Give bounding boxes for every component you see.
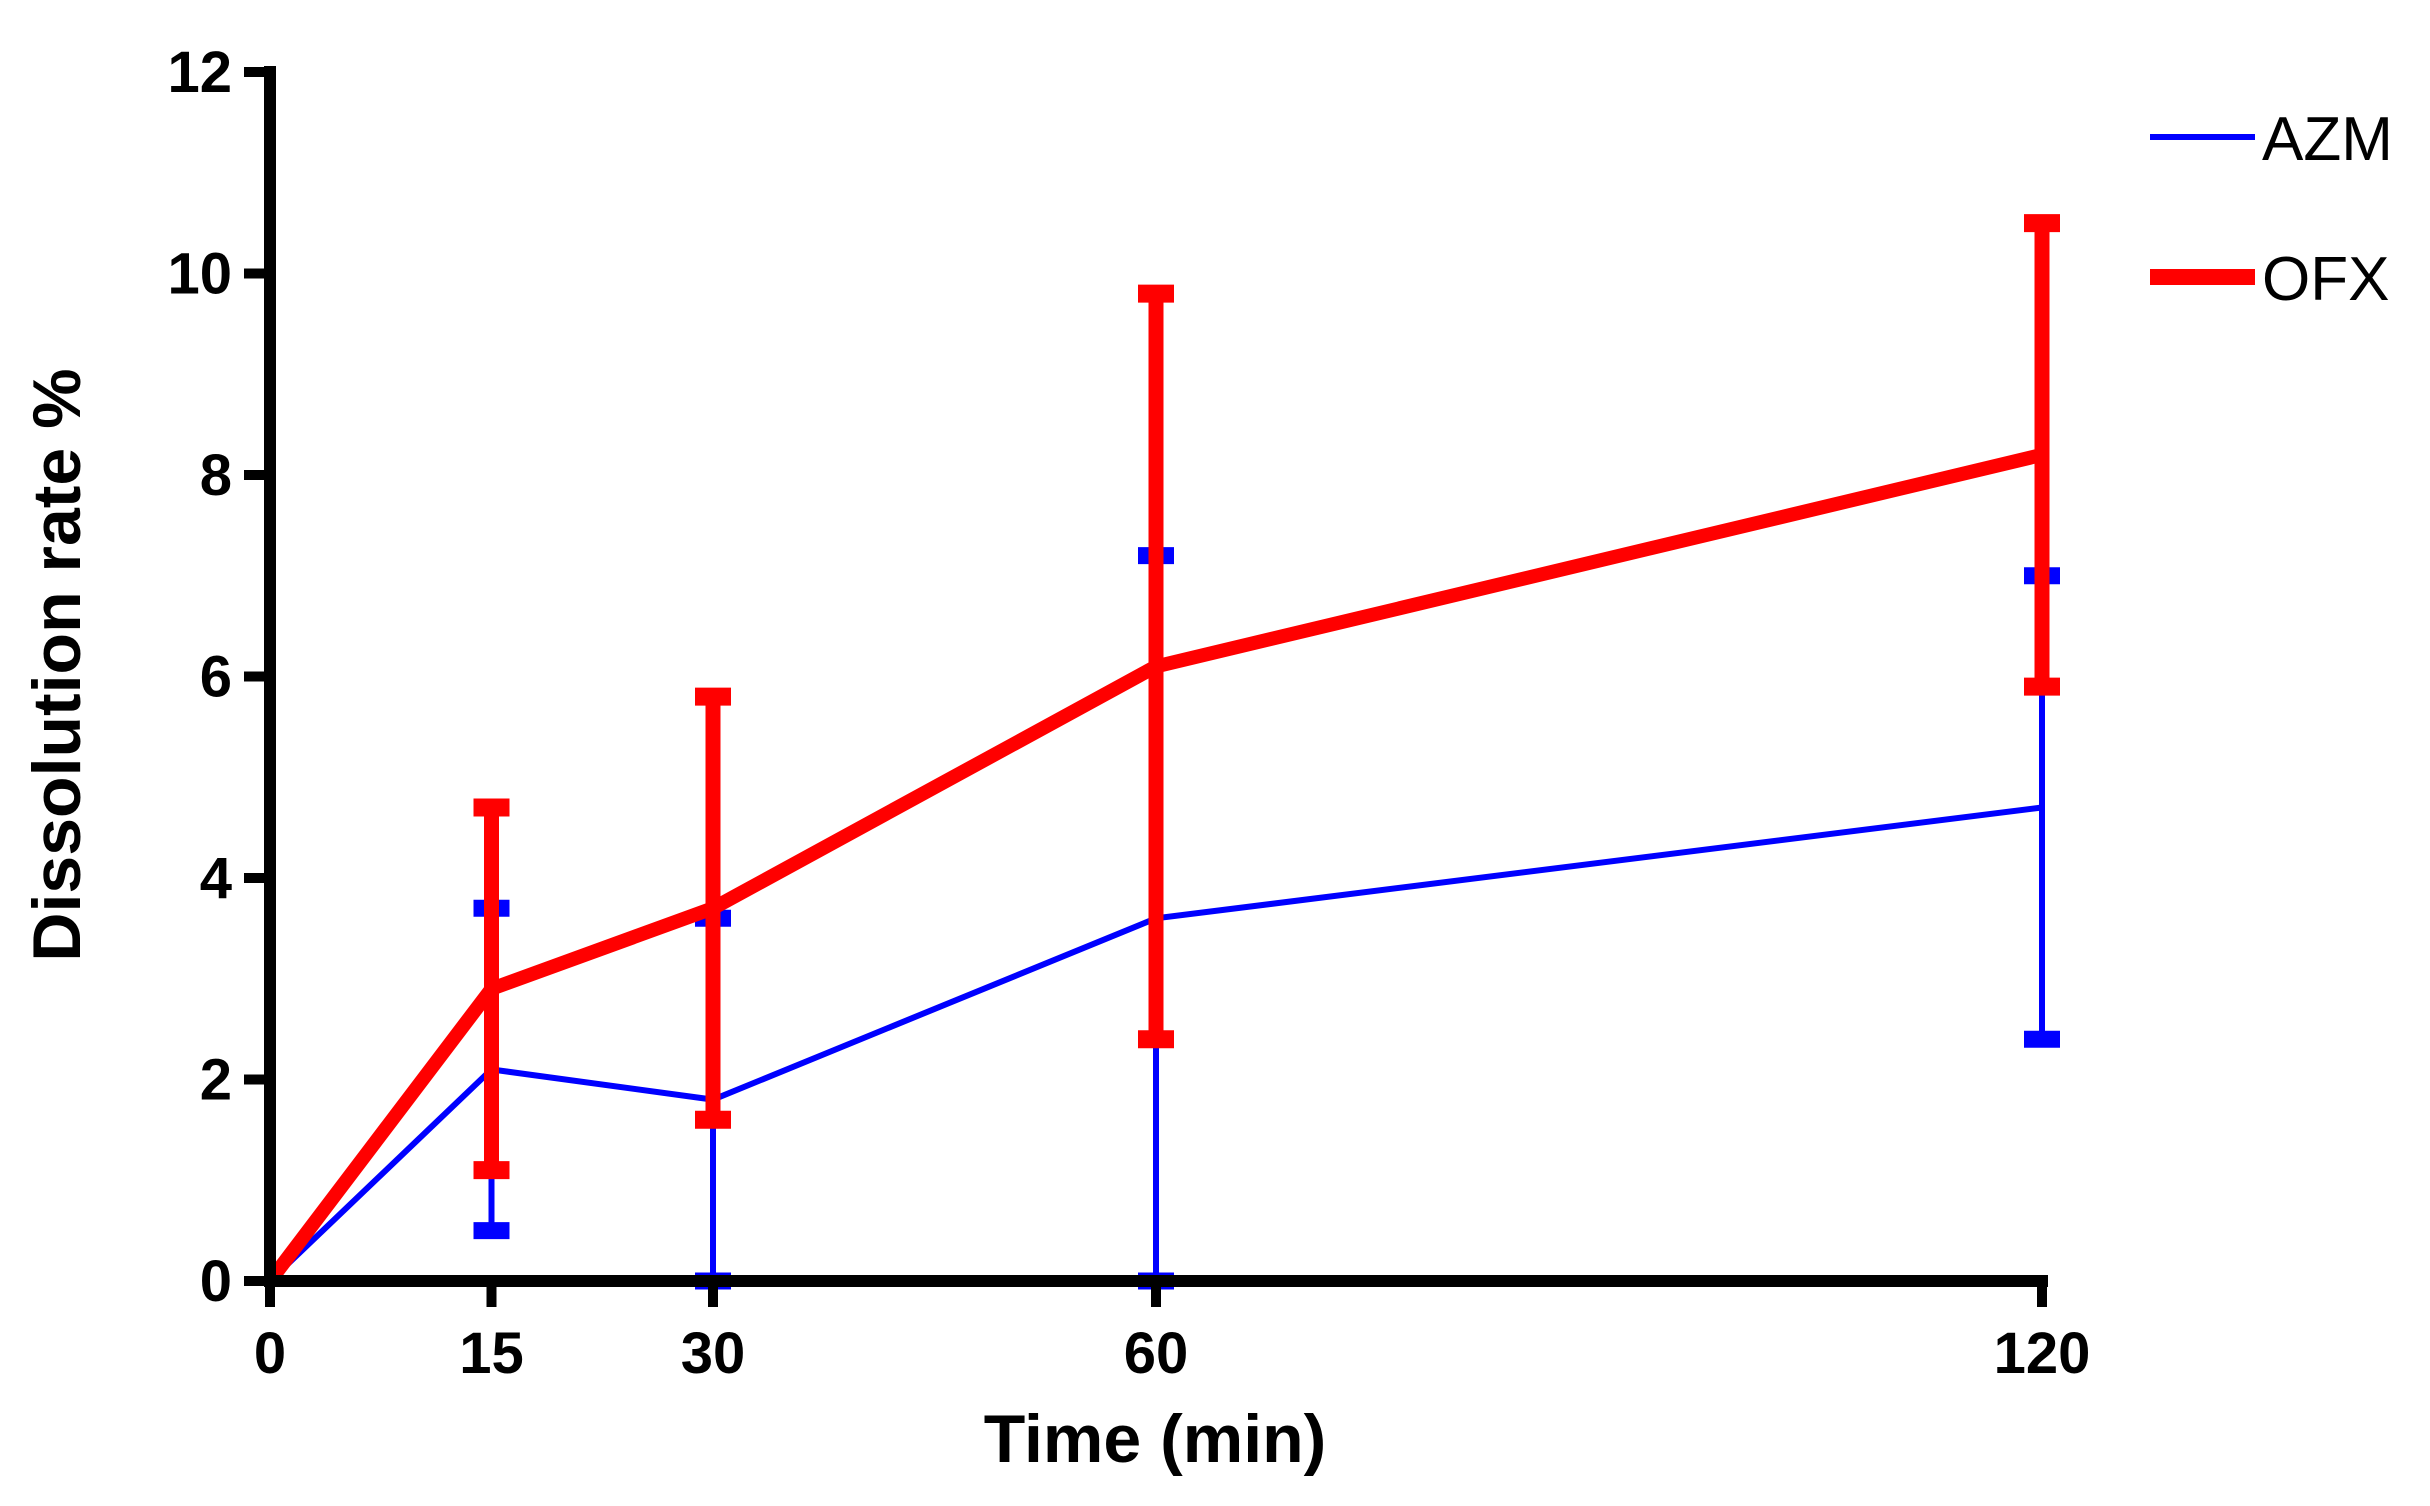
x-tick-label: 30 [681,1321,746,1386]
y-tick-label: 4 [200,846,232,911]
y-tick-label: 6 [200,645,232,710]
x-tick-label: 15 [459,1321,524,1386]
x-tick-label: 0 [254,1321,286,1386]
legend-label-azm: AZM [2262,105,2393,174]
legend-label-ofx: OFX [2262,245,2389,314]
x-tick-label: 60 [1124,1321,1189,1386]
x-axis-title: Time (min) [984,1401,1327,1477]
y-tick-label: 0 [200,1249,232,1314]
legend: AZM OFX [2150,105,2393,314]
data-point-ofx [706,901,720,916]
y-axis-ticks: 0 2 4 6 8 10 12 [167,40,270,1314]
data-point-ofx [1149,659,1163,674]
y-tick-label: 10 [167,242,232,307]
y-tick-label: 8 [200,443,232,508]
series-layer [263,214,2060,1290]
y-tick-label: 2 [200,1048,232,1113]
y-axis-title: Dissolution rate % [19,368,95,961]
data-point-ofx [484,981,499,996]
data-point-ofx [2035,447,2049,462]
data-point-azm [2039,804,2045,811]
series-ofx [263,214,2060,1288]
x-tick-label: 120 [1994,1321,2091,1386]
x-axis-ticks: 0 15 30 60 120 [254,1281,2091,1386]
y-tick-label: 12 [167,40,232,105]
